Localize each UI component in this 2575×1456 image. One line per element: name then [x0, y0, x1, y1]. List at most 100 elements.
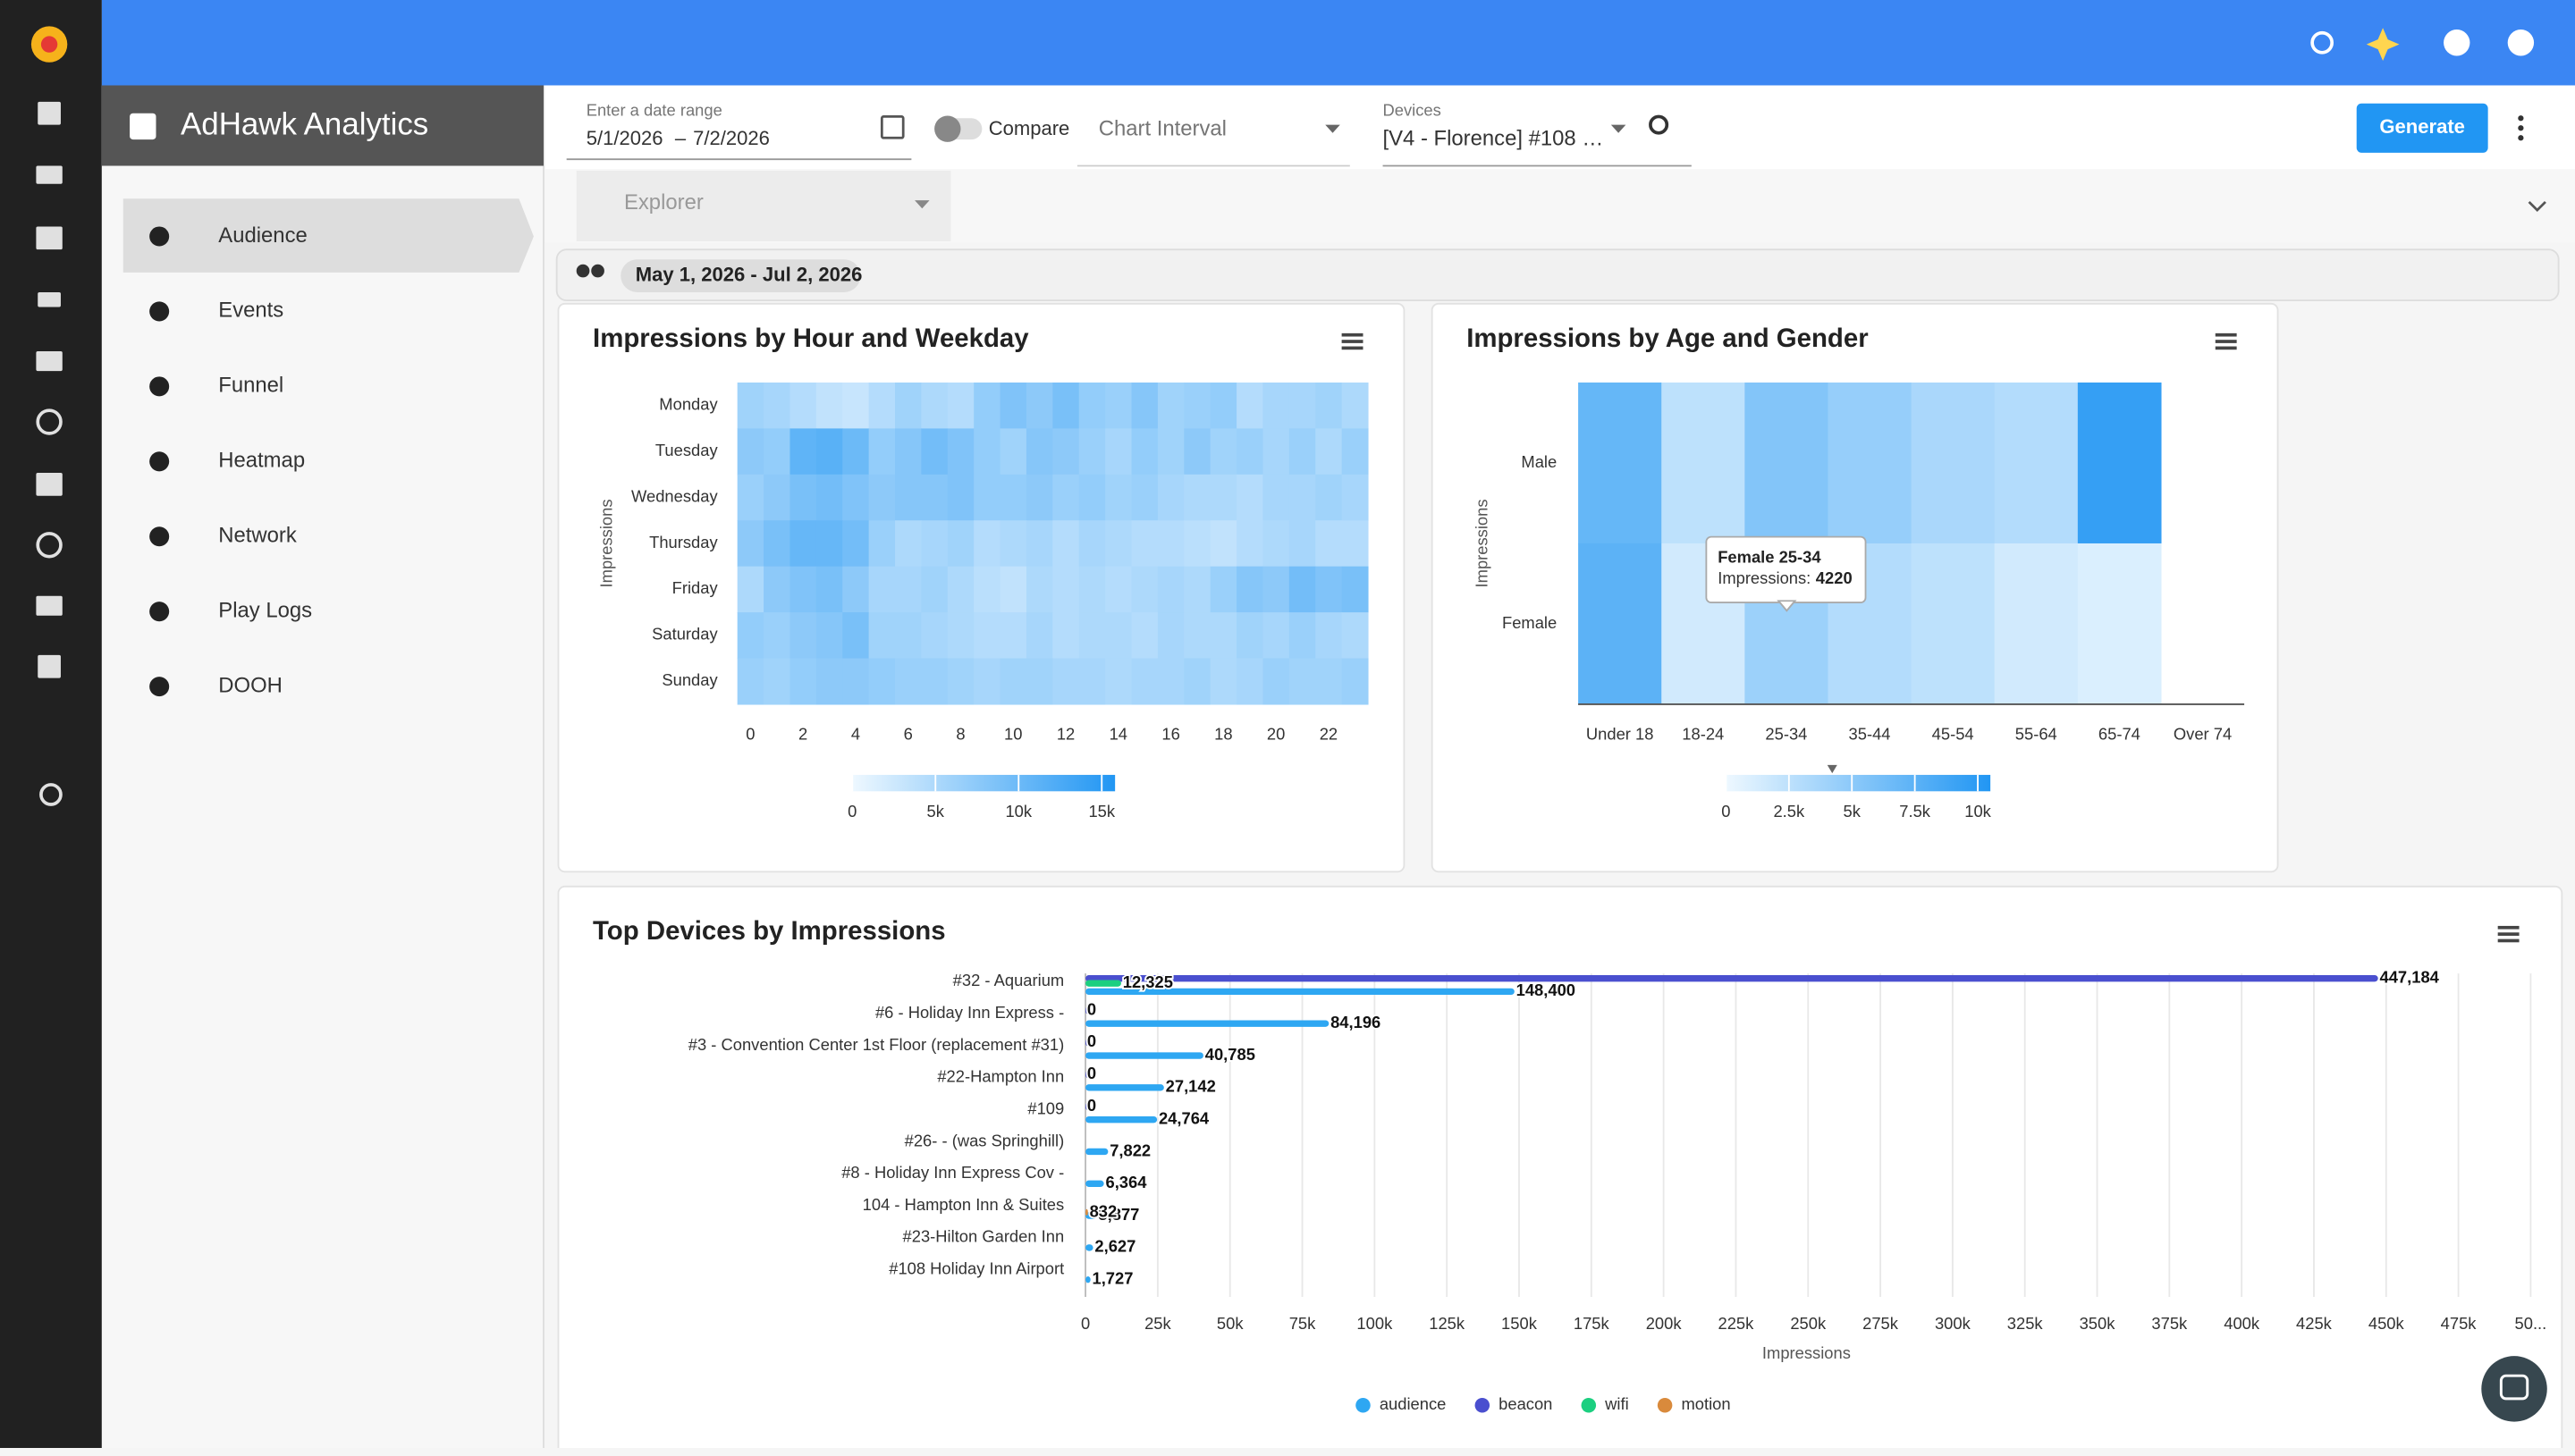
x-tick-label: 22 — [1320, 725, 1338, 744]
expand-chevron[interactable] — [2528, 200, 2546, 213]
chart-interval[interactable]: Chart Interval — [1099, 116, 1227, 140]
nav-item[interactable]: Events — [218, 299, 283, 323]
date-end[interactable]: 7/2/2026 — [693, 127, 770, 149]
y-tick-label: 104 - Hampton Inn & Suites — [863, 1195, 1065, 1214]
legend-label[interactable]: wifi — [1604, 1394, 1629, 1413]
nav-icon[interactable] — [149, 526, 170, 547]
heat-cell — [1026, 520, 1053, 568]
explorer-label[interactable]: Explorer — [624, 190, 704, 215]
dropdown-arrow[interactable] — [1325, 124, 1340, 133]
y-tick-label: Monday — [659, 395, 718, 414]
icon[interactable] — [38, 101, 61, 125]
nav-item[interactable]: Audience — [218, 223, 308, 248]
date-separator: – — [675, 127, 687, 149]
calendar-icon[interactable] — [880, 115, 905, 139]
legend-label[interactable]: audience — [1380, 1394, 1447, 1413]
ai-icon[interactable] — [2366, 28, 2400, 61]
legend-marker[interactable] — [1657, 1397, 1673, 1413]
y-axis-label: Impressions — [1472, 499, 1490, 587]
heat-cell — [1315, 612, 1343, 660]
icon[interactable] — [38, 654, 61, 678]
icon[interactable] — [36, 408, 63, 435]
dropdown-arrow[interactable] — [1610, 124, 1626, 133]
icon[interactable] — [36, 165, 63, 184]
nav-item[interactable]: Funnel — [218, 374, 283, 398]
heat-cell — [1744, 382, 1829, 544]
nav-item[interactable]: Network — [218, 524, 297, 548]
heat-cell — [1105, 612, 1133, 660]
more-menu[interactable] — [2518, 115, 2524, 141]
search-button[interactable] — [1649, 114, 1669, 135]
chart-menu[interactable] — [1341, 332, 1363, 350]
heat-cell — [1184, 520, 1212, 568]
legend-marker[interactable] — [1355, 1397, 1371, 1413]
nav-icon[interactable] — [149, 602, 170, 622]
devices-value[interactable]: [V4 - Florence] #108 … — [1383, 126, 1604, 150]
bar — [1085, 1039, 1088, 1047]
heat-cell — [1157, 428, 1185, 476]
y-tick-label: #108 Holiday Inn Airport — [889, 1259, 1064, 1278]
icon[interactable] — [39, 783, 63, 806]
heat-cell — [1315, 658, 1343, 705]
heat-cell — [1578, 543, 1662, 705]
icon[interactable] — [36, 532, 63, 559]
generate-button[interactable] — [2356, 103, 2488, 153]
x-tick-label: 20 — [1267, 725, 1285, 744]
icon[interactable] — [36, 595, 63, 616]
people-icon — [576, 264, 590, 278]
generate-label[interactable]: Generate — [2379, 115, 2465, 138]
heat-cell — [1078, 612, 1106, 660]
colorbar — [852, 774, 1116, 792]
account-icon[interactable] — [2507, 29, 2535, 56]
compare-knob[interactable] — [934, 115, 961, 142]
nav-icon[interactable] — [149, 677, 170, 697]
nav-item[interactable]: Heatmap — [218, 449, 305, 473]
icon[interactable] — [38, 291, 61, 307]
tooltip-value: 4220 — [1816, 568, 1853, 587]
dropdown-arrow[interactable] — [915, 200, 930, 209]
icon[interactable] — [36, 226, 63, 250]
heat-cell — [1341, 520, 1369, 568]
heat-cell — [1131, 612, 1159, 660]
legend-label[interactable]: motion — [1681, 1394, 1730, 1413]
x-tick-label: 14 — [1110, 725, 1127, 744]
x-tick-label: 55-64 — [2015, 725, 2057, 744]
heat-cell — [1105, 566, 1133, 613]
chart-menu[interactable] — [2215, 332, 2237, 350]
heat-cell — [868, 428, 896, 476]
nav-icon[interactable] — [149, 226, 170, 247]
heat-cell — [1315, 520, 1343, 568]
x-tick-label: 12 — [1057, 725, 1075, 744]
x-tick-label: 225k — [1718, 1314, 1755, 1333]
nav-icon[interactable] — [149, 301, 170, 322]
x-tick-label: 100k — [1356, 1314, 1393, 1333]
chat-icon[interactable] — [2499, 1374, 2529, 1401]
nav-icon[interactable] — [149, 376, 170, 397]
heat-cell — [789, 382, 817, 429]
date-start[interactable]: 5/1/2026 — [587, 127, 663, 149]
nav-icon[interactable] — [149, 451, 170, 472]
icon[interactable] — [36, 351, 63, 372]
nav-item[interactable]: DOOH — [218, 673, 283, 697]
x-tick-label: 400k — [2224, 1314, 2260, 1333]
y-tick-label: Female — [1502, 613, 1557, 632]
nav-item[interactable]: Play Logs — [218, 598, 312, 622]
heat-cell — [1105, 474, 1133, 521]
legend-marker[interactable] — [1581, 1397, 1597, 1413]
y-axis-label: Impressions — [596, 499, 615, 587]
y-tick-label: Friday — [672, 578, 719, 597]
search-icon[interactable] — [2310, 30, 2334, 55]
heat-cell — [737, 612, 764, 660]
legend-label[interactable]: beacon — [1499, 1394, 1552, 1413]
x-tick-label: 425k — [2296, 1314, 2333, 1333]
chart-menu[interactable] — [2497, 925, 2520, 943]
explorer-select[interactable] — [576, 171, 951, 242]
legend-marker[interactable] — [1474, 1397, 1490, 1413]
heat-cell — [1262, 566, 1290, 613]
help-icon[interactable] — [2444, 29, 2470, 56]
heat-cell — [1341, 382, 1369, 429]
chat-button[interactable] — [2481, 1356, 2547, 1422]
bar — [1085, 1244, 1093, 1251]
icon[interactable] — [36, 472, 63, 496]
heat-cell — [1157, 566, 1185, 613]
